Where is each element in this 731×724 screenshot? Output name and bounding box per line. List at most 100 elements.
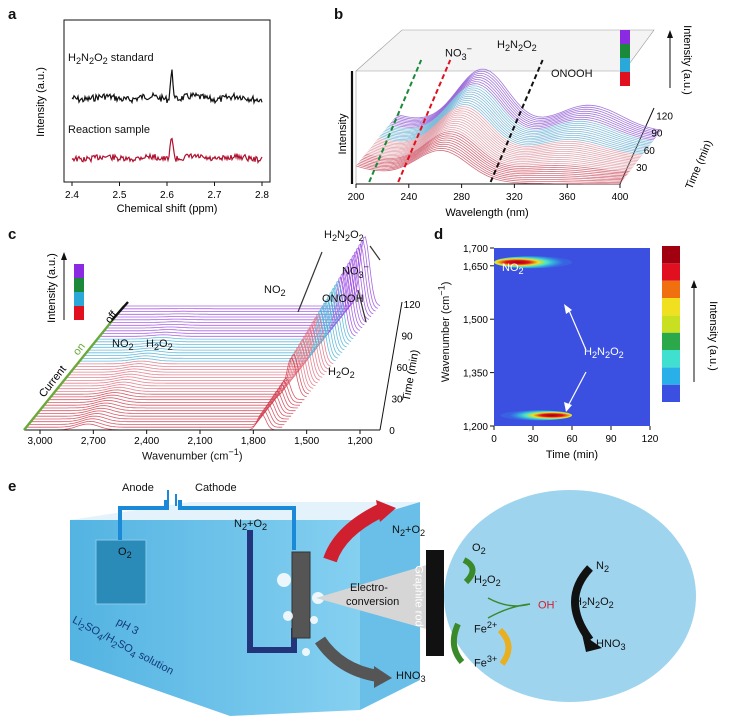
panel-label-b: b [334, 6, 344, 23]
conversion-label: conversion [346, 596, 400, 608]
b-xtick-240: 240 [400, 192, 417, 203]
panel-c-off-label: off [103, 308, 120, 326]
b-spectrum-line [357, 145, 623, 182]
heatmap-band-h2n2o2 [500, 410, 572, 421]
b-colorbar-swatch [620, 58, 630, 72]
d-ytick-1,500: 1,500 [463, 315, 488, 326]
c-spectrum-line [61, 339, 318, 384]
panel-b-xticks: 200 240 280 320 360 400 [348, 184, 629, 203]
c-spectrum-line [41, 387, 298, 409]
heatmap-label-no2: NO2 [502, 262, 524, 277]
b-spectrum-line [379, 104, 644, 155]
cathode-wire [178, 500, 296, 550]
c-colorbar-swatch [74, 292, 84, 306]
c-xtick-2,100: 2,100 [187, 436, 212, 447]
d-colorbar-swatch [662, 384, 680, 402]
c-spectrum-line [35, 397, 292, 417]
c-xtick-2,700: 2,700 [81, 436, 106, 447]
panel-c-xticks: 3,000 2,700 2,400 2,100 1,800 1,500 1,200 [27, 430, 373, 447]
bubble-oh: OH· [538, 596, 558, 612]
b-time-tick-30: 30 [636, 163, 648, 174]
hno3-arrow [315, 636, 380, 682]
c-xtick-3,000: 3,000 [27, 436, 52, 447]
b-xtick-200: 200 [348, 192, 365, 203]
panel-c-time-label: Time (min) [401, 349, 422, 402]
gas-tube [247, 530, 297, 653]
c-spectrum-line [28, 406, 285, 425]
graphite-rod [426, 550, 444, 656]
anode-label: Anode [122, 482, 154, 494]
panel-b-spectra [355, 68, 662, 185]
series-standard-line [71, 69, 263, 105]
fe-cycle-yellow [497, 627, 512, 666]
d-colorbar-swatch [662, 350, 680, 368]
reaction-bubble [444, 490, 696, 702]
c-spectrum-line [46, 380, 303, 403]
b-spectrum-line [390, 81, 656, 139]
d-xtick-120: 120 [642, 434, 659, 445]
b-spectrum-line [381, 99, 646, 152]
bubble-fe3: Fe3+ [474, 654, 498, 670]
c-colorbar-swatch [74, 278, 84, 292]
b-spectrum-line [389, 83, 655, 141]
panel-c-chart: 3,000 2,700 2,400 2,100 1,800 1,500 1,200 0 30 6… [23, 236, 422, 447]
c-spectrum-line [55, 350, 312, 392]
panel-d-colorbar [662, 246, 680, 402]
panel-label-d: d [434, 226, 444, 243]
bubble-fe2: Fe2+ [474, 620, 498, 636]
b-spectrum-line [362, 137, 627, 176]
anode-wire [118, 500, 168, 540]
b-spectrum-line [373, 114, 639, 161]
b-time-tick-90: 90 [651, 129, 663, 140]
panel-b-back-plane [355, 29, 655, 72]
x-tick-2.4: 2.4 [65, 190, 79, 201]
c-spectrum-line [48, 377, 305, 401]
heatmap-area [494, 248, 650, 426]
b-xtick-320: 320 [506, 192, 523, 203]
c-spectrum-line [66, 331, 323, 378]
c-xtick-1,500: 1,500 [294, 436, 319, 447]
c-spectrum-line [77, 313, 334, 365]
b-spectrum-line [376, 110, 641, 159]
b-xtick-360: 360 [559, 192, 576, 203]
panel-a-ylabel: Intensity (a.u.) [35, 67, 47, 137]
gas-out-arrow [323, 503, 386, 563]
b-spectrum-line [370, 120, 635, 165]
graphite-rod-label: Graphite rod [412, 565, 425, 627]
b-spectrum-line [395, 72, 660, 134]
b-spectrum-line [386, 89, 651, 145]
c-spectrum-line [32, 400, 289, 420]
c-spectrum-line [26, 410, 283, 428]
c-spectrum-line [81, 306, 338, 359]
panel-b-colorbar-label: Intensity (a.u.) [681, 25, 693, 95]
gas-in-label: N2+O2 [234, 518, 268, 533]
panel-b-time-label: Time (min) [684, 138, 715, 191]
panel-label-c: c [8, 226, 17, 243]
panel-d-chart: 0 30 60 90 120 1,200 1,350 1,500 1,650 1,700 Time… [463, 244, 719, 461]
c-annotation-h2o2-low: H2O2 [146, 338, 173, 353]
b-spectrum-line [385, 91, 650, 146]
c-annotation-h2n2o2: H2N2O2 [324, 229, 364, 244]
bubble-o2: O2 [472, 542, 486, 557]
electro-label: Electro- [350, 582, 388, 594]
b-spectrum-line [356, 147, 622, 183]
x-tick-2.8: 2.8 [255, 190, 269, 201]
annotation-h2n2o2: H2N2O2 [497, 39, 537, 54]
c-time-tick-30: 30 [391, 395, 403, 406]
annotation-no3: NO3− [445, 44, 472, 62]
panel-a-xticks: 2.4 2.5 2.6 2.7 2.8 [65, 182, 269, 201]
x-tick-2.6: 2.6 [160, 190, 174, 201]
b-spectrum-line [363, 135, 628, 175]
zoom-cone [316, 564, 430, 630]
panel-c-time-axis [379, 301, 403, 431]
b-guide-2 [489, 59, 544, 183]
d-ytick-1,650: 1,650 [463, 262, 488, 273]
bubble-h2n2o2: H2N2O2 [574, 596, 614, 611]
c-colorbar-swatch [74, 264, 84, 278]
b-colorbar-swatch [620, 72, 630, 86]
c-spectrum-line [84, 302, 341, 356]
c-spectrum-line [70, 324, 327, 373]
c-annotation-h2o2-high: H2O2 [328, 366, 355, 381]
panel-b-chart: 200 240 280 320 360 400 30 60 90 120 Wavelength … [337, 25, 715, 219]
n2-to-hno3-arrow [571, 565, 594, 643]
